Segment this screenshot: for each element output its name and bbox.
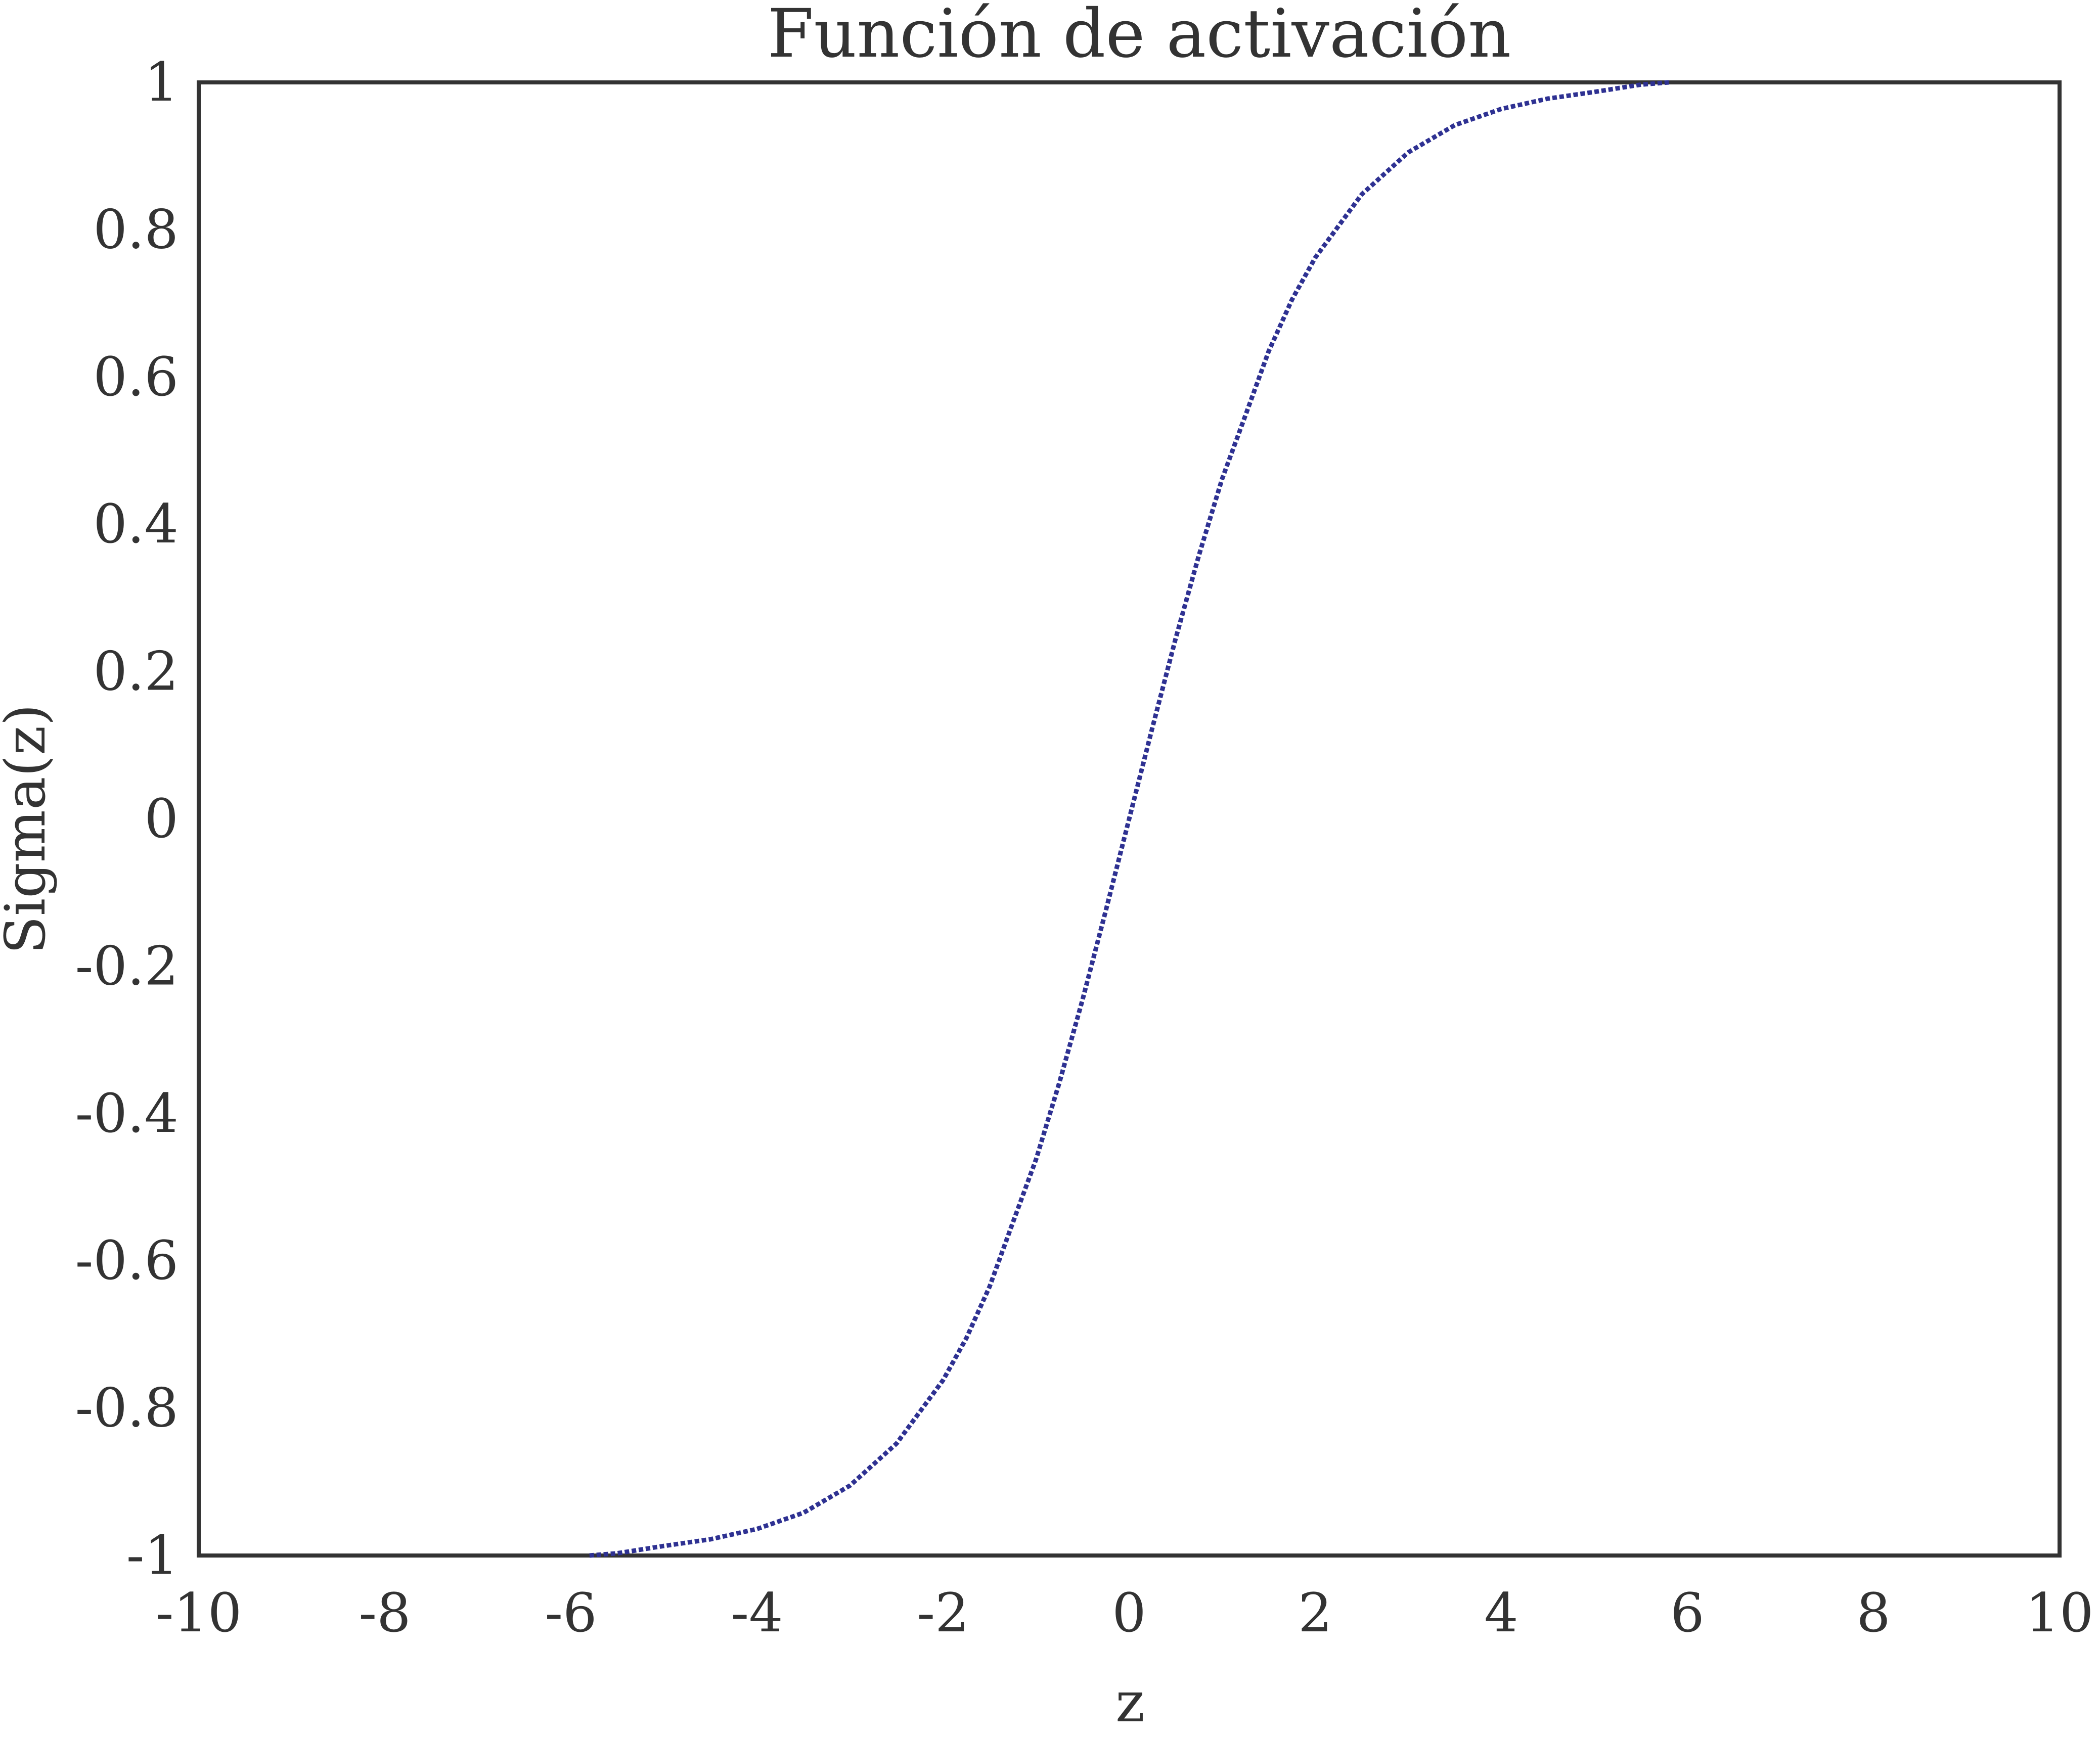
- y-tick-label: 0.6: [93, 346, 178, 408]
- y-tick-labels: -1 -0.8 -0.6 -0.4 -0.2 0 0.2 0.4 0.6 0.8 1: [75, 51, 178, 1586]
- y-axis-label: Sigma(z): [0, 704, 58, 954]
- series-group: [589, 80, 1669, 1558]
- y-tick-label: -0.4: [75, 1082, 178, 1145]
- chart-title: Función de activación: [768, 0, 1511, 73]
- x-axis-label: z: [1115, 1670, 1145, 1734]
- x-tick-label: -10: [156, 1582, 242, 1644]
- y-tick-label: 1: [145, 51, 178, 113]
- y-tick-label: -1: [126, 1524, 178, 1586]
- x-tick-label: 4: [1484, 1582, 1518, 1644]
- plot-frame: [197, 80, 2062, 1558]
- y-tick-label: -0.2: [75, 935, 178, 997]
- y-tick-label: -0.6: [75, 1229, 178, 1292]
- y-tick-label: 0.4: [93, 493, 178, 555]
- plot-area: [197, 80, 2062, 1558]
- x-tick-label: -6: [545, 1582, 597, 1644]
- x-tick-label: 10: [2026, 1582, 2094, 1644]
- x-tick-label: 8: [1856, 1582, 1890, 1644]
- x-tick-label: 2: [1298, 1582, 1332, 1644]
- series-line: [589, 80, 1669, 1558]
- x-tick-label: 0: [1112, 1582, 1146, 1644]
- y-tick-label: -0.8: [75, 1377, 178, 1439]
- y-tick-label: 0.2: [93, 641, 178, 703]
- x-tick-label: -4: [731, 1582, 783, 1644]
- x-tick-labels: -10 -8 -6 -4 -2 0 2 4 6 8 10: [156, 1582, 2094, 1644]
- x-tick-label: -8: [359, 1582, 411, 1644]
- x-tick-label: -2: [917, 1582, 969, 1644]
- x-tick-label: 6: [1670, 1582, 1704, 1644]
- y-tick-label: 0.8: [93, 198, 178, 260]
- y-tick-label: 0: [145, 788, 178, 850]
